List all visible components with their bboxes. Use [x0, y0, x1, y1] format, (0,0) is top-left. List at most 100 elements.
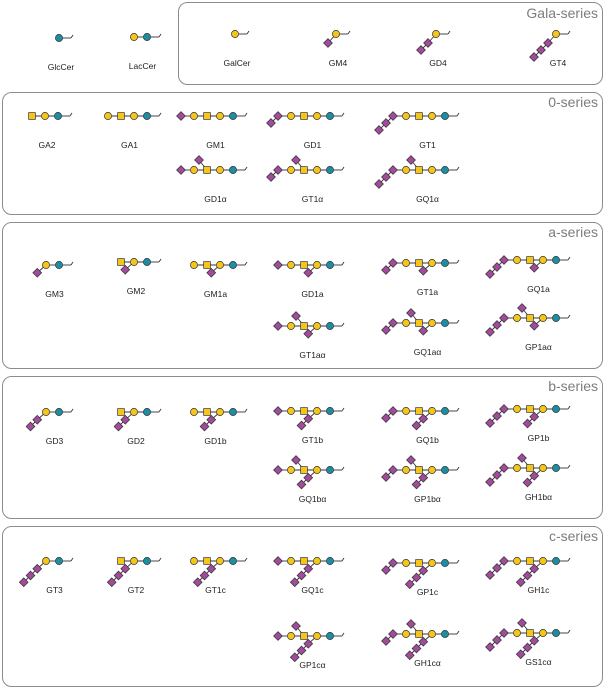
ceramide-tail — [158, 112, 162, 117]
sialic-acid-diamond — [411, 572, 422, 583]
sialic-acid-diamond — [522, 642, 533, 653]
glycan-label: GD4 — [429, 58, 447, 68]
glycan-label: GP1c — [417, 587, 439, 597]
glucose-circle — [441, 259, 449, 267]
galnac-square — [203, 408, 211, 416]
sialic-acid-diamond — [273, 321, 283, 331]
glucose-circle — [552, 557, 560, 565]
sialic-acid-diamond — [120, 563, 131, 574]
sialic-acid-diamond — [418, 413, 429, 424]
sialic-acid-diamond — [388, 406, 398, 416]
glycan-a-5: GQ1a — [485, 255, 571, 294]
sialic-acid-diamond — [381, 265, 391, 275]
glycan-label: GQ1b — [416, 435, 439, 445]
galactose-circle — [313, 322, 321, 330]
series-panel-a — [2, 222, 603, 369]
sialic-acid-diamond — [492, 320, 502, 330]
glycan-label: GD1a — [301, 289, 323, 299]
sialic-acid-diamond — [411, 420, 422, 431]
glycan-label: GlcCer — [48, 62, 75, 72]
sialic-acid-diamond — [381, 413, 391, 423]
glucose-circle — [55, 557, 63, 565]
ceramide-tail — [244, 408, 248, 413]
sialic-acid-diamond — [106, 577, 117, 588]
ceramide-tail — [567, 405, 571, 410]
sialic-acid-diamond — [492, 470, 502, 480]
series-title-zero: 0-series — [548, 94, 598, 110]
glucose-circle — [143, 258, 151, 266]
glycan-label: GQ1a — [527, 284, 550, 294]
glycan-label: LacCer — [129, 61, 157, 71]
galactose-circle — [402, 630, 410, 638]
ceramide-tail — [567, 314, 571, 319]
ceramide-tail — [456, 112, 460, 117]
sialic-acid-diamond — [522, 477, 533, 488]
glucose-circle — [552, 629, 560, 637]
galactose-circle — [428, 630, 436, 638]
sialic-acid-diamond — [423, 38, 433, 48]
ceramide-tail — [456, 259, 460, 264]
galnac-square — [203, 261, 211, 269]
sialic-acid-diamond — [32, 563, 43, 574]
galactose-circle — [313, 166, 321, 174]
galactose-circle — [130, 557, 138, 565]
glycan-label: GH1c — [528, 585, 550, 595]
glucose-circle — [326, 407, 334, 415]
ceramide-tail — [341, 466, 345, 471]
glycan-label: GD2 — [127, 436, 145, 446]
galnac-square — [203, 557, 211, 565]
ceramide-tail — [158, 408, 162, 413]
galnac-square — [28, 112, 36, 120]
galactose-circle — [42, 557, 50, 565]
galnac-square — [415, 319, 423, 327]
galnac-square — [526, 256, 534, 264]
ceramide-tail — [244, 166, 248, 171]
sialic-acid-diamond — [529, 563, 540, 574]
galnac-square — [300, 407, 308, 415]
galactose-circle — [432, 30, 440, 38]
glucose-circle — [229, 557, 237, 565]
glycan-zero-4: GT1 — [374, 111, 460, 150]
sialic-acid-diamond — [388, 165, 398, 175]
galactose-circle — [513, 557, 521, 565]
sialic-acid-diamond — [296, 645, 307, 656]
galactose-circle — [552, 30, 560, 38]
galactose-circle — [428, 319, 436, 327]
sialic-acid-diamond — [411, 643, 422, 654]
galnac-square — [415, 112, 423, 120]
galactose-circle — [231, 30, 239, 38]
glycan-label: GP1aα — [525, 342, 552, 352]
galactose-circle — [41, 112, 49, 120]
series-panel-c — [2, 526, 603, 687]
sialic-acid-diamond — [32, 267, 43, 278]
ceramide-tail — [456, 166, 460, 171]
glucose-circle — [326, 261, 334, 269]
sialic-acid-diamond — [499, 463, 509, 473]
series-panel-zero — [2, 92, 603, 215]
sialic-acid-diamond — [499, 556, 509, 566]
galactose-circle — [402, 559, 410, 567]
sialic-acid-diamond — [418, 636, 429, 647]
ceramide-tail — [70, 261, 74, 266]
sialic-acid-diamond — [492, 411, 502, 421]
galactose-circle — [190, 408, 198, 416]
sialic-acid-diamond — [273, 465, 283, 475]
glycan-zero-1: GA1 — [104, 112, 162, 150]
glycan-a-6: GT1aα — [273, 311, 345, 360]
galnac-square — [203, 112, 211, 120]
series-title-a: a-series — [548, 224, 598, 240]
galactose-circle — [216, 557, 224, 565]
galactose-circle — [130, 408, 138, 416]
glucose-circle — [552, 256, 560, 264]
galnac-square — [300, 557, 308, 565]
glucose-circle — [229, 408, 237, 416]
galactose-circle — [539, 629, 547, 637]
galnac-square — [117, 557, 125, 565]
sialic-acid-diamond — [25, 421, 36, 432]
ceramide-tail — [341, 261, 345, 266]
glycan-label: GM1a — [204, 289, 227, 299]
galnac-square — [415, 407, 423, 415]
glycan-label: GT2 — [128, 585, 145, 595]
sialic-acid-diamond — [199, 570, 210, 581]
glucose-circle — [552, 405, 560, 413]
